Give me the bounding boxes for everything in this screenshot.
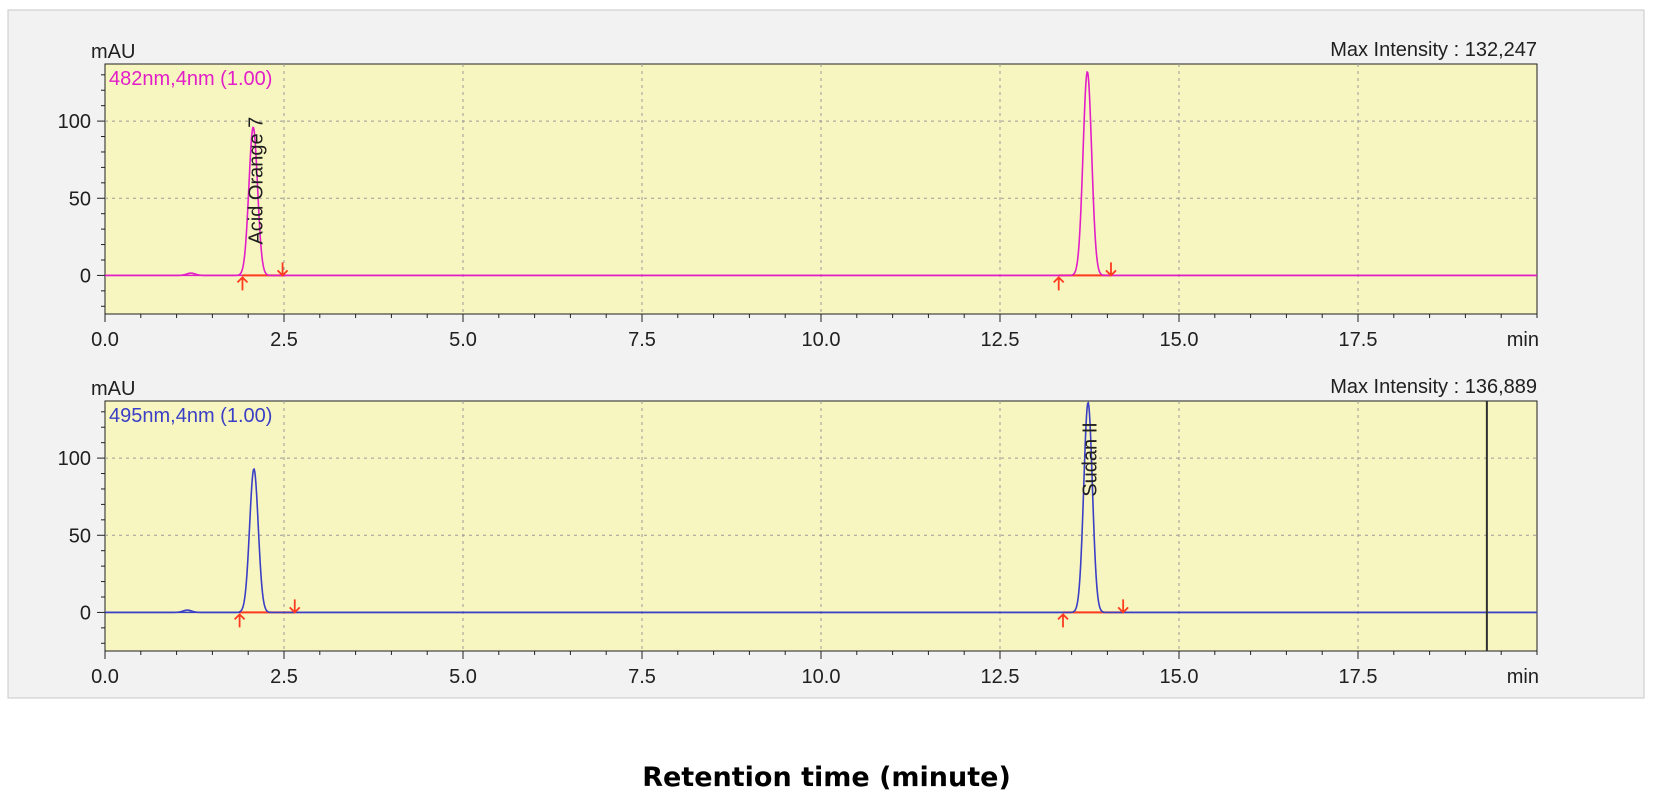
x-tick-label: 15.0 (1160, 666, 1199, 688)
y-tick-label: 100 (58, 448, 91, 470)
plot-area (104, 400, 1538, 652)
y-tick-label: 0 (80, 265, 91, 287)
x-unit-label: min (1507, 666, 1539, 688)
x-tick-label: 17.5 (1339, 666, 1378, 688)
x-unit-label: min (1507, 329, 1539, 351)
peak-point (1087, 402, 1089, 404)
peak-point (190, 272, 192, 274)
peak-point (187, 609, 189, 611)
peak-annotation: Acid Orange 7 (246, 117, 268, 245)
peak-point (253, 468, 255, 470)
x-tick-label: 0.0 (91, 329, 119, 351)
series-legend-1: 495nm,4nm (1.00) (109, 405, 272, 427)
peak-end-marker (289, 599, 301, 614)
peak-annotation: Sudan II (1080, 422, 1102, 497)
peak-point (1087, 71, 1089, 73)
max-intensity-label: Max Intensity : 136,889 (1330, 376, 1537, 398)
x-tick-label: 10.0 (802, 329, 841, 351)
series-legend-1: 482nm,4nm (1.00) (109, 68, 272, 90)
x-tick-label: 7.5 (628, 329, 656, 351)
y-tick-label: 50 (69, 525, 91, 547)
x-tick-label: 12.5 (981, 329, 1020, 351)
x-axis-title: Retention time (minute) (642, 762, 1011, 793)
x-tick-label: 2.5 (270, 666, 298, 688)
chart-panel-1: 0.0 2.5 5.0 7.5 10.0 12.5 15.0 17.5 0 50 100 mAU min… (58, 39, 1539, 351)
peak-end-marker (276, 262, 289, 277)
peak-end-marker (1105, 262, 1117, 277)
peak-start-marker (233, 613, 246, 628)
x-tick-label: 2.5 (270, 329, 298, 351)
peak-end-marker (1117, 599, 1129, 614)
x-tick-label: 0.0 (91, 666, 119, 688)
peak-start-marker (1057, 613, 1069, 628)
y-unit-label: mAU (91, 378, 135, 400)
y-tick-label: 0 (80, 602, 91, 624)
series-line-1 (105, 70, 1537, 277)
x-tick-label: 12.5 (981, 666, 1020, 688)
peak-start-marker (236, 276, 249, 291)
x-tick-label: 10.0 (802, 666, 841, 688)
x-tick-label: 17.5 (1339, 329, 1378, 351)
chart-panel-2: 0.0 2.5 5.0 7.5 10.0 12.5 15.0 17.5 0 50 100 mAU min… (58, 376, 1539, 688)
y-tick-label: 100 (58, 111, 91, 133)
max-intensity-label: Max Intensity : 132,247 (1330, 39, 1537, 61)
x-tick-label: 5.0 (449, 329, 477, 351)
x-tick-label: 7.5 (628, 666, 656, 688)
peak-start-marker (1053, 276, 1065, 291)
series-line-1 (105, 401, 1537, 614)
plot-area (104, 63, 1538, 315)
y-unit-label: mAU (91, 41, 135, 63)
y-tick-label: 50 (69, 188, 91, 210)
x-tick-label: 15.0 (1160, 329, 1199, 351)
x-tick-label: 5.0 (449, 666, 477, 688)
